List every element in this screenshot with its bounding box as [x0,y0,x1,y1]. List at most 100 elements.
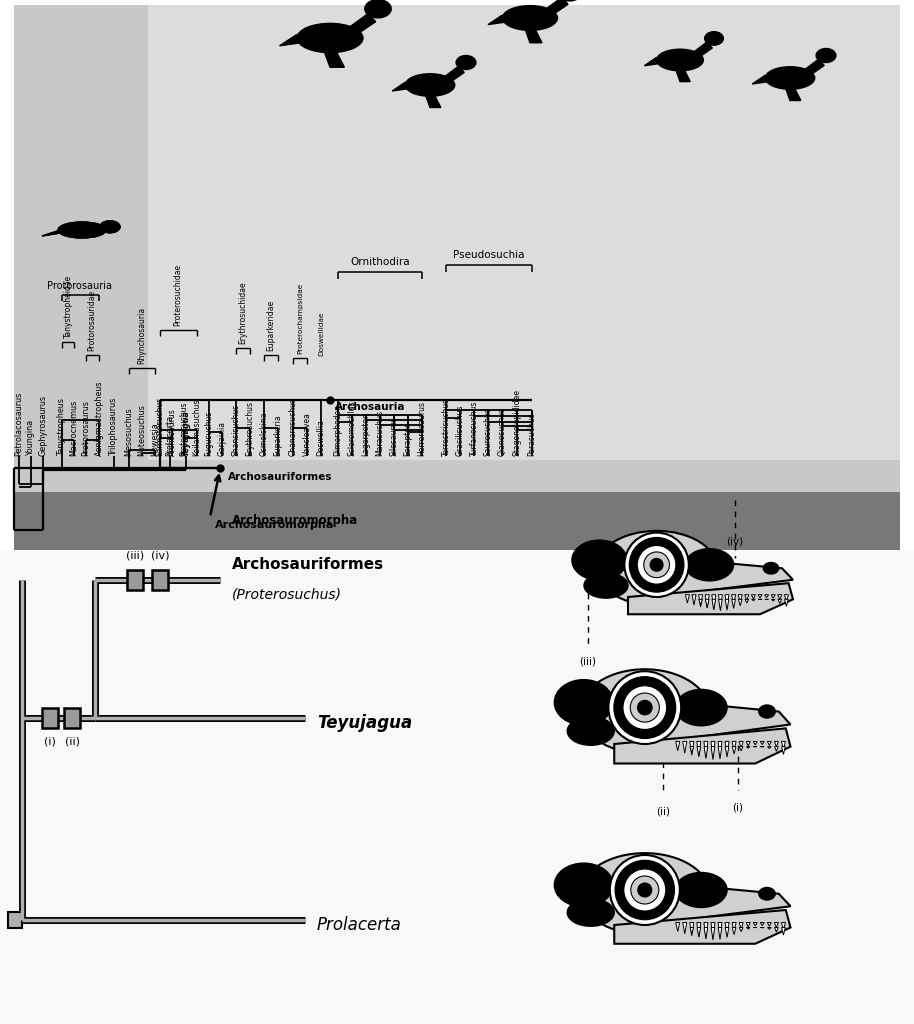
Circle shape [629,538,684,592]
Polygon shape [758,595,762,598]
Text: Archosauriformes: Archosauriformes [232,557,384,572]
Polygon shape [696,741,701,757]
Polygon shape [725,595,729,606]
Text: Gracilisuchus: Gracilisuchus [455,404,464,456]
Polygon shape [753,741,758,744]
Ellipse shape [656,49,704,71]
Ellipse shape [100,221,120,232]
Polygon shape [745,599,749,603]
Polygon shape [774,928,778,932]
Circle shape [610,855,680,925]
Text: Sarmatosuchus: Sarmatosuchus [155,396,165,456]
Polygon shape [753,923,758,926]
Polygon shape [704,928,707,939]
Text: Archosaurus: Archosaurus [167,409,176,456]
Polygon shape [697,928,701,937]
Polygon shape [725,928,728,938]
Text: Tanystropheidae: Tanystropheidae [63,274,72,338]
Polygon shape [443,66,464,83]
Polygon shape [712,595,716,608]
Polygon shape [690,741,694,756]
Text: (ii): (ii) [65,736,80,746]
Polygon shape [774,741,779,746]
Polygon shape [746,741,750,746]
Polygon shape [704,741,708,757]
Polygon shape [768,928,771,930]
Text: (ii): (ii) [656,807,670,817]
Text: Shansisuchus: Shansisuchus [231,403,240,456]
Polygon shape [718,599,722,610]
Text: (i): (i) [732,802,743,812]
Text: Pseudosuchia: Pseudosuchia [453,250,525,260]
Ellipse shape [572,540,627,581]
Ellipse shape [675,872,727,907]
Text: Youngina: Youngina [27,420,36,456]
Polygon shape [725,599,728,610]
Text: Tanystropheus: Tanystropheus [58,398,67,456]
Polygon shape [731,595,736,605]
Text: (Proterosuchus): (Proterosuchus) [232,588,342,602]
Polygon shape [675,741,680,751]
Polygon shape [732,923,736,931]
Bar [0,550,914,1024]
Ellipse shape [675,689,727,726]
Text: Mesosuchus: Mesosuchus [124,408,133,456]
Polygon shape [784,599,788,606]
Polygon shape [781,928,785,935]
Polygon shape [488,15,515,25]
Circle shape [643,552,669,578]
Text: Scleromochlus: Scleromochlus [347,400,356,456]
Circle shape [615,860,675,920]
Polygon shape [781,746,785,755]
Polygon shape [693,42,712,57]
Polygon shape [683,741,686,754]
Text: Erythrosuchus: Erythrosuchus [246,401,254,456]
Text: Fugusuchus: Fugusuchus [205,411,214,456]
Circle shape [638,700,652,715]
Circle shape [624,532,689,597]
Polygon shape [614,910,791,944]
Polygon shape [781,741,785,749]
Polygon shape [771,595,775,598]
Polygon shape [704,923,708,938]
Polygon shape [778,599,781,603]
Polygon shape [718,741,722,755]
Ellipse shape [686,549,734,581]
Bar [152,570,168,590]
Ellipse shape [456,55,476,70]
Ellipse shape [554,863,613,907]
Polygon shape [778,595,781,599]
Text: Euparkeria: Euparkeria [273,415,282,456]
Ellipse shape [405,74,455,96]
Ellipse shape [568,899,614,927]
Polygon shape [675,70,690,82]
Polygon shape [698,595,703,607]
Text: Proterochampsidae: Proterochampsidae [297,283,303,354]
Text: Herrerasaurus: Herrerasaurus [418,401,427,456]
Text: Teyujagua: Teyujagua [182,411,190,456]
Ellipse shape [765,67,814,89]
Text: Saurosuchus: Saurosuchus [484,408,493,456]
Bar [42,708,58,728]
Polygon shape [699,599,702,605]
Polygon shape [718,595,722,608]
Bar [14,492,900,550]
Polygon shape [706,595,709,608]
Text: Marasuchus: Marasuchus [376,410,385,456]
Polygon shape [745,595,749,600]
Polygon shape [784,595,789,601]
Circle shape [623,686,666,729]
Text: Trilophosaurus: Trilophosaurus [110,397,119,456]
Text: Archosauromorpha: Archosauromorpha [215,520,335,530]
Polygon shape [732,599,736,608]
Text: Protorosauridae: Protorosauridae [88,290,97,351]
Circle shape [631,876,659,904]
Text: Chanaresuchus: Chanaresuchus [289,397,297,456]
Circle shape [650,558,663,571]
Text: (iii): (iii) [126,550,144,560]
Polygon shape [803,59,824,76]
Polygon shape [739,599,742,606]
Polygon shape [683,923,686,934]
Polygon shape [690,928,694,934]
Text: Eoraptor: Eoraptor [403,423,412,456]
